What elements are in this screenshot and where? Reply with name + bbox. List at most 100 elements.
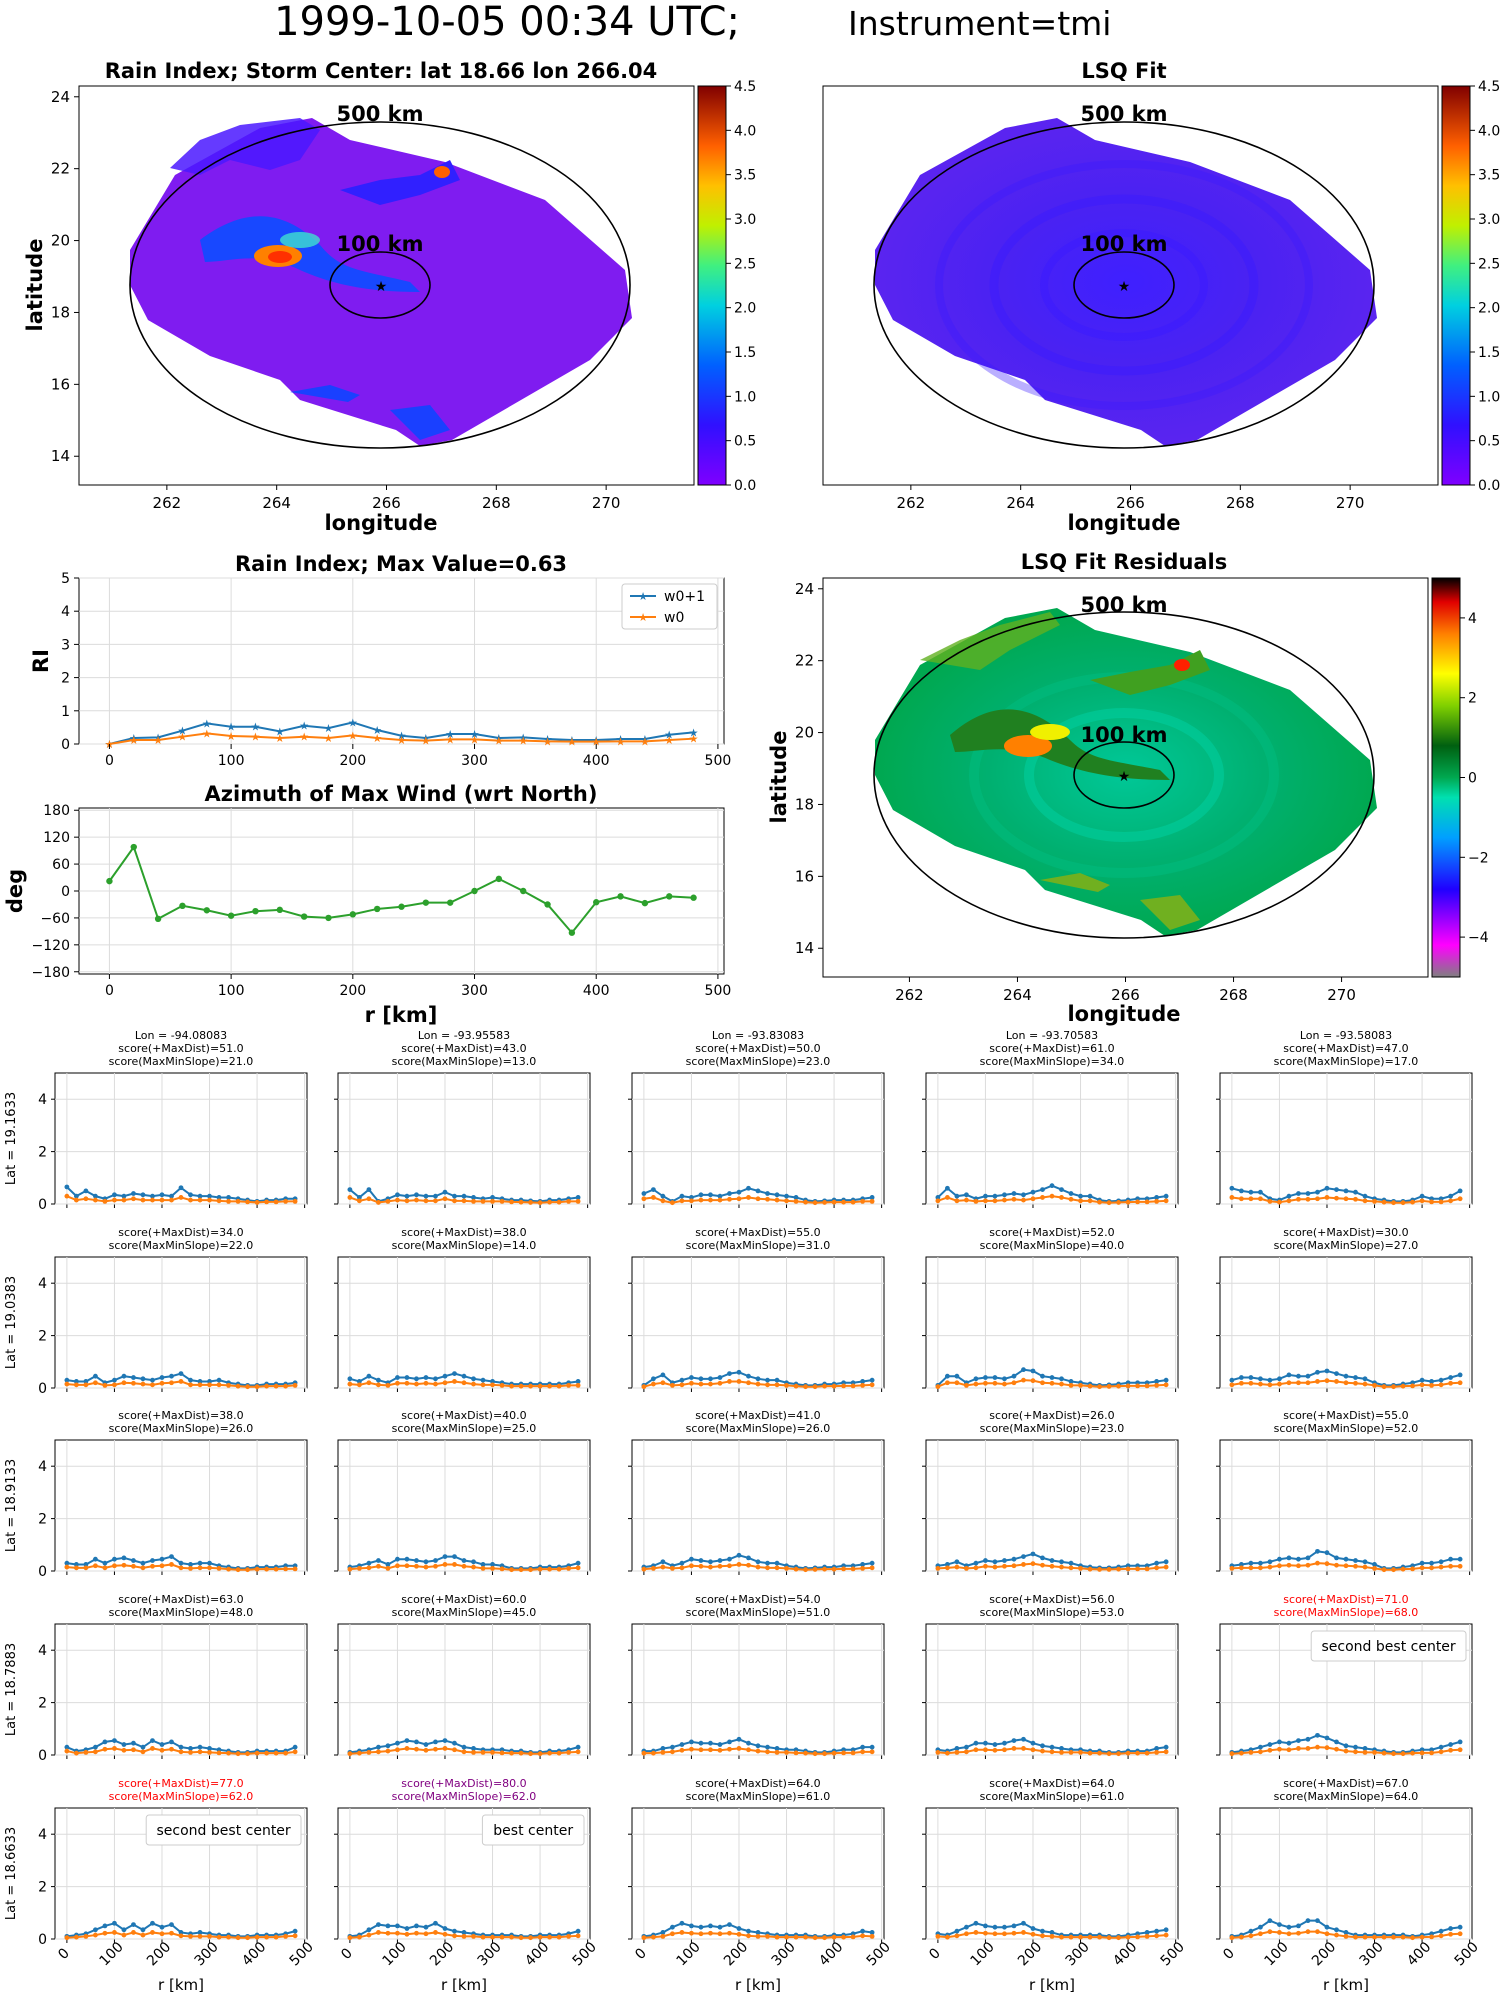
- panel-lon-label: Lon = -93.95583: [418, 1029, 510, 1042]
- panel-data-point: [1429, 1560, 1434, 1566]
- panel-data-point: [1343, 1188, 1349, 1194]
- data-point: ★: [421, 735, 431, 748]
- panel-data-point: [102, 1739, 108, 1745]
- panel-data-point: [376, 1922, 381, 1927]
- data-point: [252, 907, 259, 915]
- x-tick-label: 268: [482, 494, 511, 512]
- panel-data-point: [442, 1562, 448, 1567]
- panel-data-point: [1078, 1749, 1083, 1755]
- panel-data-point: [102, 1560, 108, 1566]
- y-tick-label: 20: [795, 724, 814, 742]
- panel-data-point: [216, 1934, 222, 1940]
- panel-data-point: [83, 1188, 89, 1194]
- y-tick-label: 0: [38, 1748, 47, 1764]
- panel-axes: [631, 1256, 885, 1389]
- data-point: ★: [640, 735, 650, 748]
- x-tick-label: 300: [192, 1939, 222, 1969]
- panel-data-point: [1163, 1559, 1169, 1565]
- data-point: ★: [664, 729, 674, 742]
- outer-ring-500km: [873, 121, 1375, 449]
- panel-data-point: [1410, 1383, 1415, 1389]
- panel-data-point: [650, 1750, 656, 1756]
- panel-data-point: [1296, 1923, 1301, 1929]
- panel-data-point: [954, 1198, 960, 1204]
- panel-data-point: [1429, 1379, 1434, 1384]
- panel-data-point: [708, 1192, 713, 1198]
- svg-text:★: ★: [638, 590, 648, 603]
- panel-data-point: [64, 1744, 70, 1750]
- panel-data-point: [528, 1383, 533, 1389]
- panel-data-point: [774, 1560, 780, 1566]
- data-point: ★: [251, 721, 261, 734]
- panel-data-point: [1135, 1566, 1140, 1572]
- panel-data-point: [273, 1750, 279, 1756]
- ring-label-100: 100 km: [1081, 232, 1168, 256]
- panel-data-point: [727, 1191, 732, 1196]
- panel-data-point: [708, 1930, 713, 1936]
- panel-data-point: [433, 1558, 438, 1563]
- panel-lon-label: Lon = -93.70583: [1006, 1029, 1098, 1042]
- panel-score-maxdist: score(+MaxDist)=47.0: [1283, 1042, 1408, 1055]
- panel-xlabel: r [km]: [441, 1976, 487, 1994]
- y-tick-label: 120: [43, 830, 70, 846]
- panel-data-point: [1135, 1383, 1140, 1389]
- data-point: [690, 894, 697, 901]
- panel-data-point: [1021, 1192, 1026, 1198]
- panel-data-point: [102, 1382, 108, 1388]
- y-tick-label: −120: [32, 938, 70, 954]
- panel-data-point: [169, 1562, 174, 1567]
- y-tick-label: 2: [38, 1880, 47, 1896]
- panel-data-point: [831, 1566, 837, 1572]
- panel-data-point: [1362, 1934, 1368, 1940]
- data-point: ★: [324, 722, 334, 735]
- panel-data-point: [64, 1377, 70, 1383]
- panel-data-point: [660, 1198, 666, 1204]
- panel-data-point: [197, 1560, 203, 1566]
- panel-data-point: [1011, 1556, 1017, 1562]
- panel-data-point: [423, 1380, 429, 1386]
- panel-data-point: [755, 1933, 761, 1939]
- panel-data-point: [1258, 1749, 1263, 1755]
- panel-data-point: [1049, 1749, 1055, 1755]
- panel-data-point: [356, 1198, 362, 1204]
- x-tick-label: 400: [239, 1939, 269, 1969]
- panel-data-point: [983, 1375, 988, 1380]
- panel-score-maxminslope: score(MaxMinSlope)=62.0: [109, 1790, 254, 1803]
- panel-data-point: [641, 1196, 647, 1202]
- panel-data-point: [480, 1934, 486, 1940]
- panel-data-point: [197, 1933, 203, 1939]
- panel-data-point: [1324, 1745, 1330, 1751]
- panel-data-point: [1324, 1561, 1330, 1567]
- ring-label-100: 100 km: [1081, 723, 1168, 747]
- panel-data-point: [140, 1560, 146, 1566]
- panel-data-point: [1448, 1931, 1454, 1937]
- panel-data-point: [1315, 1369, 1320, 1375]
- panel-data-point: [954, 1373, 960, 1379]
- x-tick-label: 100: [218, 983, 245, 999]
- panel-data-point: [159, 1563, 165, 1569]
- panel-data-point: [1448, 1193, 1454, 1199]
- panel-data-point: [679, 1382, 685, 1388]
- panel-data-point: [1163, 1749, 1169, 1755]
- panel-lat-label: Lat = 19.1633: [4, 1092, 19, 1185]
- data-point: [349, 911, 357, 918]
- panel-data-point: [1116, 1751, 1121, 1757]
- panel-data-point: [1343, 1380, 1349, 1386]
- candidate-panel: score(+MaxDist)=41.0score(MaxMinSlope)=2…: [628, 1409, 885, 1575]
- panel-data-point: [983, 1747, 988, 1753]
- panel-data-point: [1391, 1751, 1396, 1757]
- panel-data-point: [746, 1933, 751, 1939]
- panel-data-point: [509, 1750, 514, 1756]
- panel-data-point: [83, 1382, 89, 1388]
- panel-data-point: [784, 1934, 789, 1940]
- panel-data-point: [717, 1563, 723, 1569]
- panel-data-point: [442, 1380, 448, 1386]
- panel-data-point: [1040, 1555, 1045, 1561]
- panel-lat-label: Lat = 18.6633: [4, 1827, 19, 1920]
- panel-score-maxminslope: score(MaxMinSlope)=52.0: [1274, 1422, 1419, 1435]
- panel-data-point: [376, 1200, 381, 1205]
- panel-lon-label: Lon = -93.58083: [1300, 1029, 1392, 1042]
- x-tick-label: 300: [461, 753, 488, 769]
- panel-data-point: [423, 1931, 429, 1937]
- panel-data-point: [404, 1563, 410, 1569]
